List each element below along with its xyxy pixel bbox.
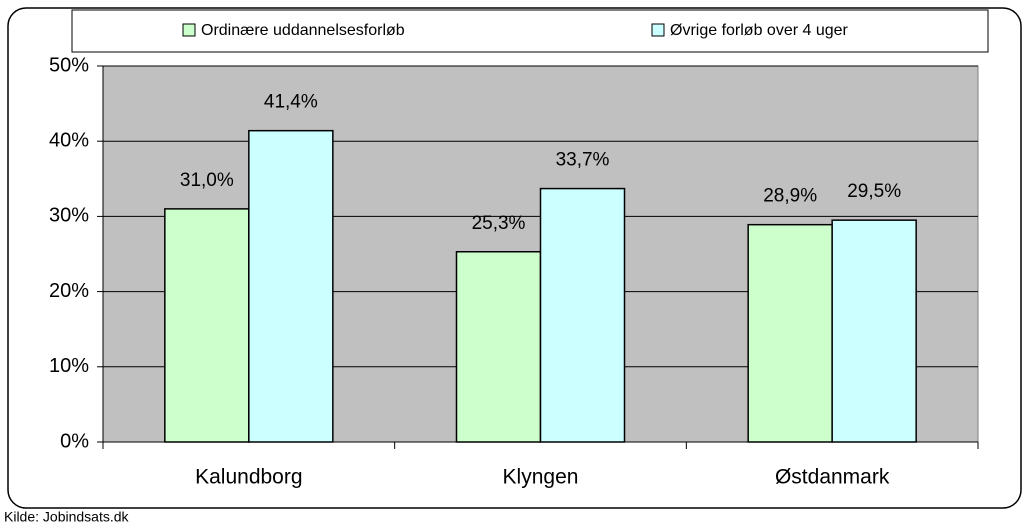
bar bbox=[539, 187, 626, 443]
legend-box bbox=[71, 9, 989, 53]
data-label: 41,4% bbox=[264, 92, 318, 113]
data-label: 28,9% bbox=[763, 186, 817, 207]
x-tick-label: Kalundborg bbox=[195, 466, 302, 489]
x-tick-label: Klyngen bbox=[503, 466, 579, 489]
data-label: 29,5% bbox=[847, 181, 901, 202]
bar bbox=[248, 129, 334, 443]
bar bbox=[164, 208, 250, 443]
data-label: 33,7% bbox=[556, 150, 610, 171]
y-tick-label: 20% bbox=[49, 280, 89, 302]
data-label: 25,3% bbox=[472, 213, 526, 234]
legend-label: Øvrige forløb over 4 uger bbox=[670, 22, 849, 39]
bar bbox=[747, 223, 833, 443]
data-label: 31,0% bbox=[180, 170, 234, 191]
source: Kilde: Jobindsats.dk bbox=[4, 509, 130, 525]
bar bbox=[455, 250, 542, 443]
legend-swatch bbox=[182, 23, 196, 37]
y-tick-label: 0% bbox=[60, 430, 89, 452]
legend-swatch bbox=[651, 23, 665, 37]
y-tick-label: 10% bbox=[49, 355, 89, 377]
x-tick-label: Østdanmark bbox=[775, 466, 890, 489]
legend-label: Ordinære uddannelsesforløb bbox=[201, 22, 405, 39]
y-tick-label: 40% bbox=[49, 129, 89, 151]
y-tick-label: 30% bbox=[49, 205, 89, 227]
y-tick-label: 50% bbox=[49, 54, 89, 76]
bar bbox=[831, 219, 917, 443]
